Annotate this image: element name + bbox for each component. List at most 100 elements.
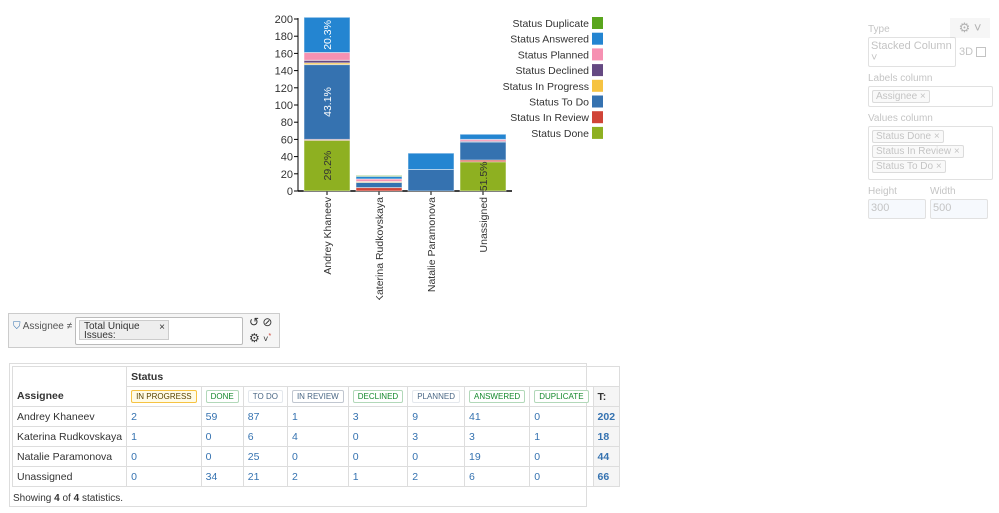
- count-link[interactable]: 0: [529, 466, 594, 487]
- count-link[interactable]: 6: [242, 426, 288, 447]
- count-link[interactable]: 0: [347, 446, 409, 467]
- y-tick-label: 20: [281, 169, 293, 181]
- count-link[interactable]: 3: [407, 426, 465, 447]
- y-tick-label: 120: [275, 83, 293, 95]
- undo-icon[interactable]: ↺: [249, 315, 260, 329]
- count-link[interactable]: 3: [347, 406, 409, 427]
- total-link[interactable]: 202: [592, 406, 621, 427]
- count-link[interactable]: 87: [242, 406, 288, 427]
- bar-segment[interactable]: [459, 161, 507, 192]
- gear-icon: ⚙ ˅: [958, 20, 982, 35]
- legend-swatch: [592, 126, 603, 139]
- labels-column-input[interactable]: Assignee ×: [868, 86, 993, 107]
- chart-settings-panel: Type Stacked Column ˅ 3D Labels column A…: [868, 18, 993, 219]
- y-tick-label: 40: [281, 152, 293, 164]
- assignee-name: Natalie Paramonova: [11, 446, 128, 467]
- count-link[interactable]: 0: [529, 446, 594, 467]
- tag: Status In Review ×: [872, 145, 964, 158]
- x-tick-label: Katerina Rudkovskaya: [374, 197, 386, 300]
- bar-segment[interactable]: [303, 52, 351, 61]
- count-link[interactable]: 0: [286, 446, 349, 467]
- bar-segment[interactable]: [407, 169, 455, 192]
- total-link[interactable]: 44: [592, 446, 621, 467]
- bar-segment[interactable]: [355, 181, 403, 189]
- count-link[interactable]: 34: [200, 466, 244, 487]
- filter-input[interactable]: Total Unique Issues: ×: [75, 317, 243, 345]
- data-label: 51.5%: [478, 161, 490, 191]
- bar-segment[interactable]: [459, 133, 507, 140]
- status-column-header: IN REVIEW: [286, 386, 349, 407]
- dropdown-icon[interactable]: ˅*: [263, 331, 272, 344]
- count-link[interactable]: 6: [463, 466, 531, 487]
- count-link[interactable]: 9: [407, 406, 465, 427]
- bar-segment[interactable]: [407, 152, 455, 171]
- bar-segment[interactable]: [355, 187, 403, 192]
- filter-chip-text: Total Unique Issues:: [84, 321, 140, 341]
- legend-label: Status Declined: [515, 65, 589, 77]
- remove-chip-icon[interactable]: ×: [159, 322, 165, 333]
- status-column-header: DONE: [200, 386, 244, 407]
- bar-segment[interactable]: [459, 141, 507, 161]
- total-link[interactable]: 66: [592, 466, 621, 487]
- table-row: Unassigned 0 34 21 2 1 2 6 0 66: [11, 466, 621, 487]
- legend-swatch: [592, 17, 603, 29]
- count-link[interactable]: 4: [286, 426, 349, 447]
- count-link[interactable]: 2: [407, 466, 465, 487]
- bar-segment[interactable]: [355, 175, 403, 177]
- count-link[interactable]: 1: [126, 426, 202, 447]
- count-link[interactable]: 0: [126, 446, 202, 467]
- bar-segment[interactable]: [303, 139, 351, 192]
- assignee-name: Unassigned: [11, 466, 128, 487]
- legend-label: Status Answered: [510, 34, 589, 46]
- y-tick-label: 100: [275, 100, 293, 112]
- clear-icon[interactable]: ⊘: [262, 315, 273, 329]
- count-link[interactable]: 0: [126, 466, 202, 487]
- status-lozenge: IN PROGRESS: [131, 390, 197, 403]
- count-link[interactable]: 2: [126, 406, 202, 427]
- count-link[interactable]: 0: [347, 426, 409, 447]
- y-tick-label: 160: [275, 48, 293, 60]
- tag: Status Done ×: [872, 130, 944, 143]
- 3d-checkbox[interactable]: [976, 47, 987, 57]
- statistics-table-container: Assignee Status IN PROGRESS DONE TO DO IN RE…: [9, 363, 621, 507]
- count-link[interactable]: 41: [463, 406, 531, 427]
- type-value: Stacked Column: [871, 40, 952, 52]
- count-link[interactable]: 2: [286, 466, 349, 487]
- bar-segment[interactable]: [303, 16, 351, 54]
- total-link[interactable]: 18: [592, 426, 621, 447]
- gear-icon[interactable]: ⚙: [249, 331, 260, 345]
- count-link[interactable]: 25: [242, 446, 288, 467]
- table-row: Katerina Rudkovskaya 1 0 6 4 0 3 3 1 18: [11, 426, 621, 447]
- stacked-column-chart: 0 20 40 60 80 100 120 140 160 180 200 Andrey Khanee…: [275, 14, 603, 300]
- status-lozenge: DONE: [205, 390, 239, 403]
- count-link[interactable]: 1: [286, 406, 349, 427]
- count-link[interactable]: 0: [529, 406, 594, 427]
- legend-label: Status To Do: [529, 97, 589, 109]
- y-tick-label: 140: [275, 66, 293, 78]
- legend-label: Status Done: [531, 128, 589, 140]
- legend-swatch: [592, 95, 603, 108]
- count-link[interactable]: 19: [463, 446, 531, 467]
- status-column-header: PLANNED: [407, 386, 465, 407]
- type-select[interactable]: Stacked Column ˅: [868, 37, 956, 67]
- count-link[interactable]: 3: [463, 426, 531, 447]
- legend-swatch: [592, 64, 603, 77]
- assignee-header: Assignee: [11, 366, 128, 407]
- count-link[interactable]: 0: [407, 446, 465, 467]
- count-link[interactable]: 0: [200, 446, 244, 467]
- count-link[interactable]: 1: [529, 426, 594, 447]
- height-input[interactable]: 300: [868, 199, 926, 219]
- count-link[interactable]: 21: [242, 466, 288, 487]
- count-link[interactable]: 59: [200, 406, 244, 427]
- chart-settings-button[interactable]: ⚙ ˅: [950, 18, 990, 38]
- legend-swatch: [592, 32, 603, 45]
- width-input[interactable]: 500: [930, 199, 988, 219]
- assignee-name: Katerina Rudkovskaya: [11, 426, 128, 447]
- height-label: Height: [868, 186, 897, 197]
- 3d-label: 3D: [959, 46, 974, 58]
- values-column-input[interactable]: Status Done × Status In Review × Status …: [868, 126, 993, 180]
- count-link[interactable]: 0: [200, 426, 244, 447]
- bar-segment[interactable]: [303, 64, 351, 140]
- count-link[interactable]: 1: [347, 466, 409, 487]
- tag: Assignee ×: [872, 90, 930, 103]
